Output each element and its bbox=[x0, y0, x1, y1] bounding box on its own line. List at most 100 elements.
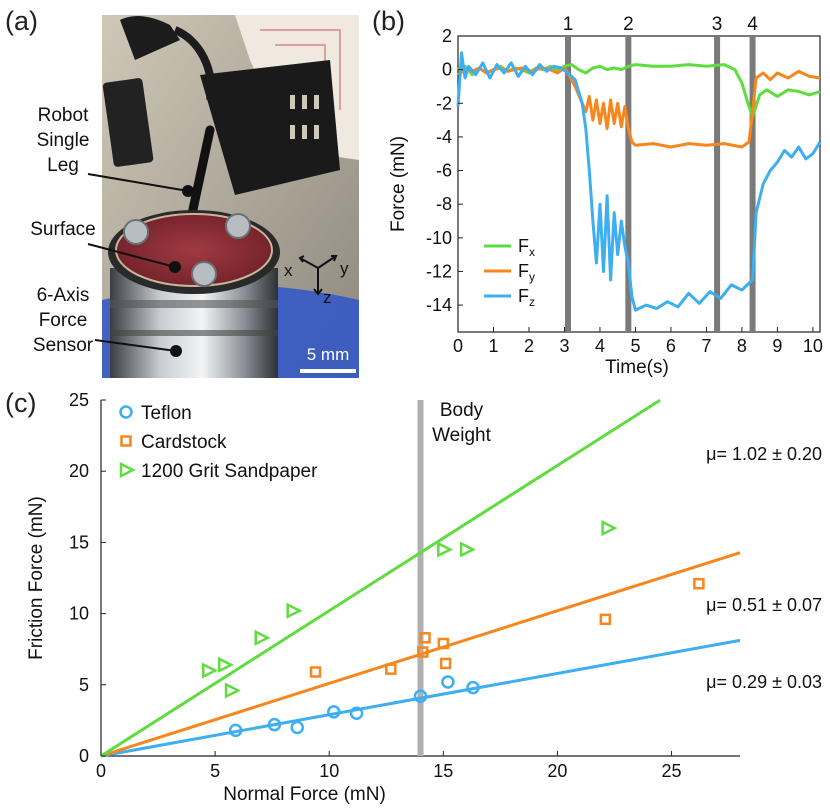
ytick-label-b--10: -10 bbox=[426, 228, 452, 248]
scale-bar bbox=[300, 369, 356, 373]
point-0-2 bbox=[290, 720, 305, 735]
point-1-2 bbox=[417, 646, 429, 658]
legend-b-label-y: Fy bbox=[518, 261, 535, 284]
event-label-1: 1 bbox=[563, 14, 574, 35]
sensor-pointer bbox=[94, 339, 177, 352]
ytick-label-b--4: -4 bbox=[436, 127, 452, 147]
series-line-Fy bbox=[457, 66, 821, 149]
legend-c-label-0: Teflon bbox=[141, 403, 192, 424]
mu-label-1: μ= 0.51 ± 0.07 bbox=[706, 595, 822, 615]
ytick-label-b--14: -14 bbox=[426, 295, 452, 315]
xtick-label-b-10: 10 bbox=[803, 336, 823, 356]
point-0-1 bbox=[267, 717, 282, 732]
event-label-4: 4 bbox=[747, 14, 758, 35]
xtick-label-c-15: 15 bbox=[433, 761, 453, 781]
ytick-label-b--2: -2 bbox=[436, 93, 452, 113]
point-2-3 bbox=[254, 629, 271, 646]
x-axis-title-b: Time(s) bbox=[605, 357, 669, 378]
xtick-label-b-4: 4 bbox=[595, 336, 605, 356]
ytick-label-b-2: 2 bbox=[442, 26, 452, 46]
xtick-label-b-0: 0 bbox=[453, 336, 463, 356]
ytick-label-b--8: -8 bbox=[436, 194, 452, 214]
force-time-chart: 1 2 3 4 0 1 2 3 4 5 6 7 8 9 10 2 0 -2 -4 -6 -8 -10 -12 -14 Time(… bbox=[388, 14, 823, 378]
axis-x-label: x bbox=[284, 261, 293, 280]
point-0-6 bbox=[441, 675, 455, 689]
panel-label-b: (b) bbox=[372, 6, 405, 36]
event-label-3: 3 bbox=[712, 14, 723, 35]
series-line-Fx bbox=[457, 63, 821, 119]
mu-label-0: μ= 0.29 ± 0.03 bbox=[706, 672, 822, 692]
label-robot-line2: Single bbox=[37, 130, 90, 151]
point-1-6 bbox=[599, 613, 612, 626]
ytick-label-c-5: 5 bbox=[79, 675, 89, 695]
point-1-7 bbox=[693, 577, 705, 590]
xtick-label-b-3: 3 bbox=[559, 336, 569, 356]
fit-line-1 bbox=[100, 551, 741, 758]
point-2-4 bbox=[286, 602, 303, 619]
legend-c-marker-1 bbox=[120, 435, 132, 447]
xtick-label-c-5: 5 bbox=[210, 761, 220, 781]
label-sensor-line3: Sensor bbox=[33, 335, 94, 356]
label-surface: Surface bbox=[30, 219, 95, 240]
leg-pointer bbox=[87, 173, 189, 192]
point-2-7 bbox=[601, 520, 618, 537]
point-0-5 bbox=[413, 689, 428, 703]
xtick-label-b-1: 1 bbox=[488, 336, 498, 356]
body-weight-label-1: Weight bbox=[432, 425, 492, 446]
ytick-label-b-0: 0 bbox=[442, 60, 452, 80]
xtick-label-b-5: 5 bbox=[630, 336, 640, 356]
legend-c-label-2: 1200 Grit Sandpaper bbox=[141, 461, 318, 482]
y-axis-title-c: Friction Force (mN) bbox=[26, 496, 47, 660]
point-0-7 bbox=[466, 680, 480, 695]
point-1-3 bbox=[419, 632, 431, 644]
xtick-label-c-25: 25 bbox=[662, 761, 682, 781]
ytick-label-c-25: 25 bbox=[69, 390, 89, 410]
axis-z-label: z bbox=[323, 288, 332, 307]
ytick-label-c-15: 15 bbox=[69, 532, 89, 552]
point-1-0 bbox=[309, 666, 322, 678]
mu-label-2: μ= 1.02 ± 0.20 bbox=[706, 444, 822, 464]
surface-pointer-dot bbox=[169, 261, 181, 273]
x-axis-title-c: Normal Force (mN) bbox=[223, 784, 386, 805]
xtick-label-b-8: 8 bbox=[737, 336, 747, 356]
xtick-label-b-6: 6 bbox=[666, 336, 676, 356]
label-robot-line1: Robot bbox=[38, 105, 89, 126]
point-2-0 bbox=[202, 662, 219, 679]
leg-pointer-dot bbox=[182, 185, 194, 197]
xtick-label-b-7: 7 bbox=[701, 336, 711, 356]
point-2-6 bbox=[459, 541, 476, 558]
fit-line-0 bbox=[100, 638, 741, 758]
xtick-label-c-10: 10 bbox=[319, 761, 339, 781]
ytick-label-c-10: 10 bbox=[69, 604, 89, 624]
body-weight-label-0: Body bbox=[440, 400, 484, 421]
point-2-1 bbox=[217, 656, 235, 673]
legend-b-label-z: Fz bbox=[518, 286, 535, 309]
point-2-2 bbox=[224, 682, 241, 699]
point-1-1 bbox=[385, 663, 397, 675]
robot bbox=[102, 16, 340, 253]
scale-bar-label: 5 mm bbox=[307, 345, 350, 364]
point-0-3 bbox=[327, 705, 341, 719]
ytick-label-b--6: -6 bbox=[436, 161, 452, 181]
ytick-label-b--12: -12 bbox=[426, 261, 452, 281]
point-1-5 bbox=[439, 657, 452, 670]
series-line-Fz bbox=[456, 51, 822, 312]
sandpaper-surface bbox=[115, 213, 273, 287]
legend-c-marker-2 bbox=[119, 461, 136, 479]
legend-c-marker-0 bbox=[119, 405, 133, 419]
point-0-0 bbox=[228, 723, 243, 738]
ytick-label-c-20: 20 bbox=[69, 461, 89, 481]
point-0-4 bbox=[349, 706, 364, 721]
point-1-4 bbox=[437, 637, 450, 650]
label-sensor-line2: Force bbox=[39, 310, 88, 331]
axis-triad bbox=[298, 255, 338, 296]
friction-normal-chart: Body Weight 0 5 10 15 20 25 0 5 10 15 20 25 Normal For… bbox=[26, 390, 822, 805]
label-sensor-line1: 6-Axis bbox=[37, 285, 90, 306]
xtick-label-b-9: 9 bbox=[772, 336, 782, 356]
y-axis-title-b: Force (mN) bbox=[388, 136, 409, 232]
setup-photo: Robot Single Leg Surface 6-Axis Force Se… bbox=[30, 15, 359, 378]
point-2-5 bbox=[437, 541, 454, 558]
event-label-2: 2 bbox=[623, 14, 634, 35]
panel-label-a: (a) bbox=[5, 6, 38, 36]
panel-label-c: (c) bbox=[5, 388, 37, 418]
